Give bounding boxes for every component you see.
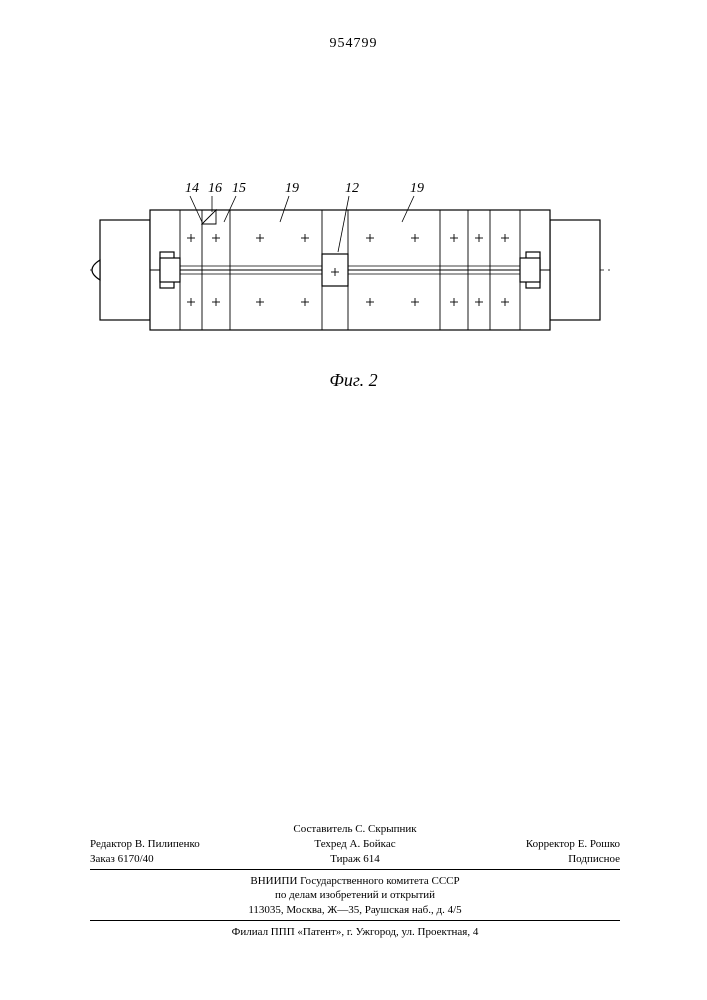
patent-page: 954799 14 16 15 19 12 19 Фиг. 2 Составитель С…: [0, 0, 707, 1000]
editor-line: Редактор В. Пилипенко: [90, 837, 267, 852]
footer-divider-2: [90, 920, 620, 921]
techred-name: А. Бойкас: [350, 838, 396, 850]
printrun-value: 614: [363, 853, 380, 865]
techred-line: Техред А. Бойкас: [267, 837, 444, 852]
figure-svg: 14 16 15 19 12 19: [90, 180, 610, 360]
order-label: Заказ: [90, 853, 115, 865]
editor-name: В. Пилипенко: [135, 838, 200, 850]
svg-text:19: 19: [285, 181, 299, 196]
editor-label: Редактор: [90, 838, 132, 850]
org-line-3: 113035, Москва, Ж—35, Раушская наб., д. …: [90, 903, 620, 918]
order-value: 6170/40: [118, 853, 154, 865]
corrector-label: Корректор: [526, 838, 575, 850]
footer-divider-1: [90, 869, 620, 870]
svg-text:12: 12: [345, 181, 359, 196]
svg-text:16: 16: [208, 181, 222, 196]
org-line-1: ВНИИПИ Государственного комитета СССР: [90, 874, 620, 889]
branch-line: Филиал ППП «Патент», г. Ужгород, ул. Про…: [90, 925, 620, 940]
document-number: 954799: [0, 36, 707, 52]
printrun-label: Тираж: [330, 853, 360, 865]
order-line: Заказ 6170/40: [90, 852, 267, 867]
svg-text:15: 15: [232, 181, 246, 196]
figure-caption: Фиг. 2: [0, 370, 707, 391]
compiler-label: Составитель: [293, 823, 352, 835]
compiler-name: С. Скрыпник: [355, 823, 416, 835]
corrector-line: Корректор Е. Рошко: [443, 837, 620, 852]
footer-block: Составитель С. Скрыпник Редактор В. Пили…: [90, 822, 620, 940]
corrector-name: Е. Рошко: [578, 838, 620, 850]
subscription-line: Подписное: [443, 852, 620, 867]
compiler-line: Составитель С. Скрыпник: [267, 822, 444, 837]
svg-text:19: 19: [410, 181, 424, 196]
techred-label: Техред: [314, 838, 346, 850]
svg-text:14: 14: [185, 181, 199, 196]
org-line-2: по делам изобретений и открытий: [90, 888, 620, 903]
printrun-line: Тираж 614: [267, 852, 444, 867]
figure-2-diagram: 14 16 15 19 12 19: [90, 180, 610, 380]
